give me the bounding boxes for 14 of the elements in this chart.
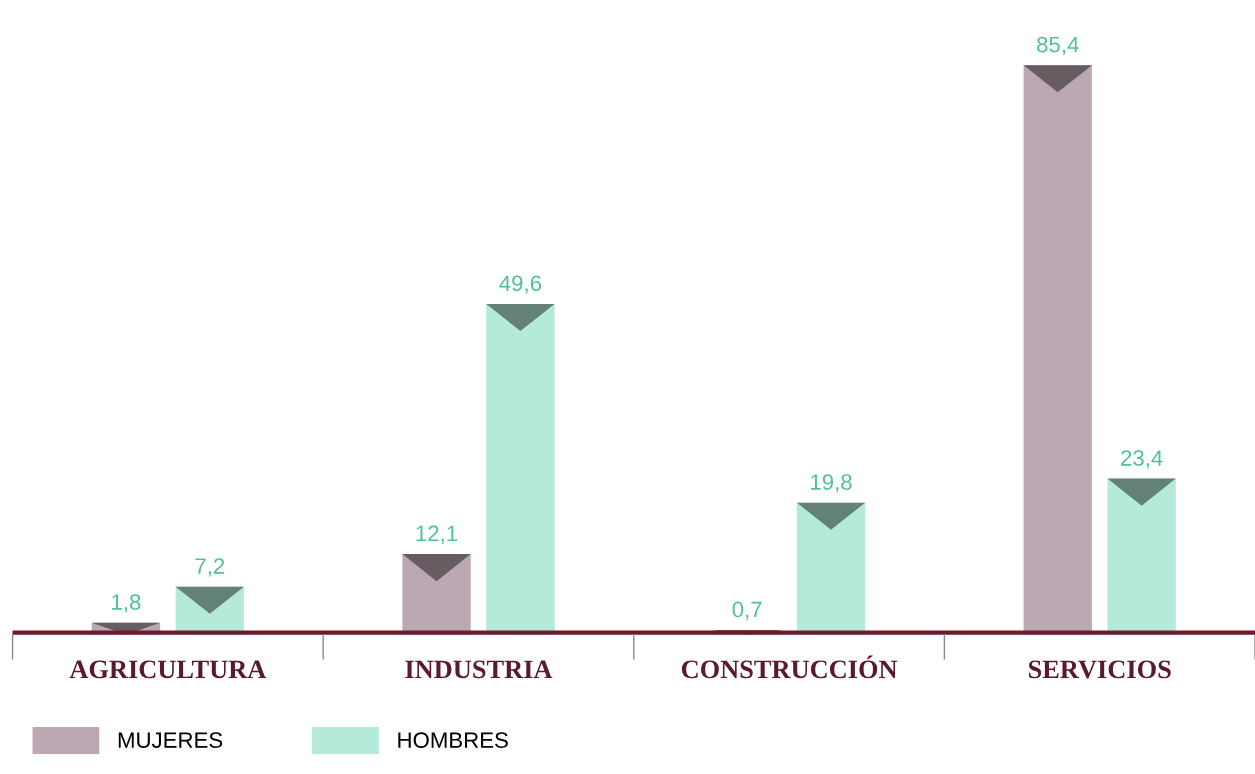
x-tick-label: AGRICULTURA [69, 660, 267, 679]
data-label: 49,6 [499, 275, 542, 294]
data-label: 12,1 [416, 525, 458, 544]
x-tick-label: INDUSTRIA [405, 660, 553, 679]
legend-label: HOMBRES [398, 732, 508, 748]
x-tick-label: CONSTRUCCIÓN [681, 655, 898, 679]
data-label: 1,8 [112, 594, 141, 613]
data-label: 7,2 [195, 558, 225, 577]
data-label: 85,4 [1037, 36, 1079, 56]
x-tick-label: SERVICIOS [1028, 660, 1171, 679]
data-label: 0,7 [732, 601, 762, 620]
legend-label: MUJERES [118, 732, 223, 748]
data-label: 19,8 [811, 474, 852, 493]
data-label: 23,4 [1121, 450, 1163, 469]
